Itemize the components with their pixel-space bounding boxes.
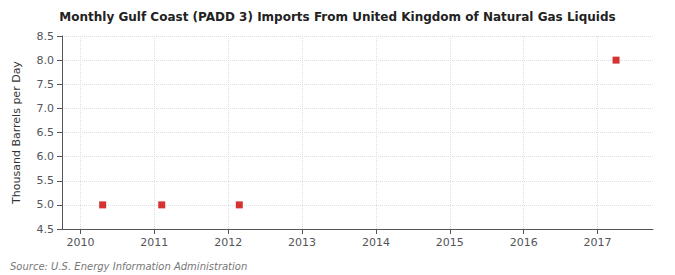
svg-text:8.0: 8.0 bbox=[37, 54, 55, 67]
svg-text:5.0: 5.0 bbox=[37, 198, 55, 211]
svg-text:2017: 2017 bbox=[584, 236, 612, 249]
svg-text:2011: 2011 bbox=[140, 236, 168, 249]
svg-text:Monthly Gulf Coast (PADD 3) Im: Monthly Gulf Coast (PADD 3) Imports From… bbox=[59, 10, 615, 24]
svg-text:2010: 2010 bbox=[66, 236, 94, 249]
svg-text:7.0: 7.0 bbox=[37, 102, 55, 115]
svg-text:7.5: 7.5 bbox=[37, 78, 55, 91]
svg-text:4.5: 4.5 bbox=[37, 223, 55, 236]
svg-text:Thousand Barrels per Day: Thousand Barrels per Day bbox=[10, 61, 23, 205]
svg-text:2016: 2016 bbox=[510, 236, 538, 249]
svg-text:6.5: 6.5 bbox=[37, 126, 55, 139]
svg-text:Source: U.S. Energy Informatio: Source: U.S. Energy Information Administ… bbox=[10, 261, 247, 272]
svg-text:8.5: 8.5 bbox=[37, 30, 55, 43]
svg-text:5.5: 5.5 bbox=[37, 174, 55, 187]
svg-text:2014: 2014 bbox=[362, 236, 390, 249]
svg-text:2015: 2015 bbox=[436, 236, 464, 249]
svg-text:2013: 2013 bbox=[288, 236, 316, 249]
svg-text:6.0: 6.0 bbox=[37, 150, 55, 163]
svg-text:2012: 2012 bbox=[214, 236, 242, 249]
